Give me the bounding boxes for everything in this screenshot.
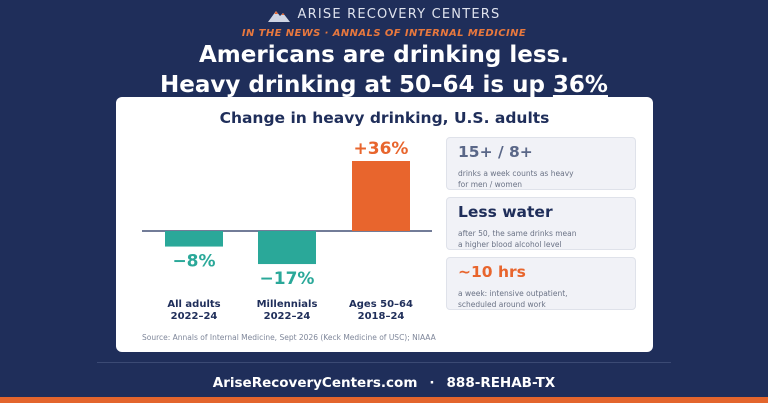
info-card-text: a week: intensive outpatient, scheduled …: [458, 288, 625, 310]
info-card-value: 15+ / 8+: [458, 143, 533, 161]
bar-value-label: −17%: [260, 269, 315, 289]
footer-divider: [97, 362, 671, 363]
footer: AriseRecoveryCenters.com · 888-REHAB-TX: [0, 375, 768, 391]
chart-card: Change in heavy drinking, U.S. adults −8…: [116, 97, 653, 352]
brand-name: ARISE RECOVERY CENTERS: [297, 7, 501, 22]
headline-line-2: Heavy drinking at 50–64 is up 36%: [0, 70, 768, 100]
headline-line-2-prefix: Heavy drinking at 50–64 is up: [160, 72, 553, 98]
bar: [165, 231, 223, 247]
bar: [352, 161, 410, 231]
headline: Americans are drinking less. Heavy drink…: [0, 40, 768, 100]
bar: [258, 231, 316, 265]
info-card-text-line-1: drinks a week counts as heavy: [458, 169, 574, 178]
mountain-logo-icon: [267, 10, 290, 22]
source-note: Source: Annals of Internal Medicine, Sep…: [142, 333, 436, 342]
info-card-text-line-2: for men / women: [458, 180, 523, 189]
info-card-outpatient-hours: ~10 hrs a week: intensive outpatient, sc…: [446, 257, 636, 310]
category-period-label: 2018–24: [358, 311, 405, 322]
news-kicker: IN THE NEWS · ANNALS OF INTERNAL MEDICIN…: [241, 28, 527, 39]
brand-header: ARISE RECOVERY CENTERS: [0, 7, 768, 22]
phone-number[interactable]: 888-REHAB-TX: [446, 375, 556, 391]
headline-highlight: 36%: [552, 72, 608, 98]
info-card-text: after 50, the same drinks mean a higher …: [458, 228, 625, 250]
info-card-less-water: Less water after 50, the same drinks mea…: [446, 197, 636, 250]
category-label: Millennials: [257, 299, 318, 310]
info-card-text-line-1: a week: intensive outpatient,: [458, 289, 568, 298]
info-card-text-line-2: a higher blood alcohol level: [458, 240, 562, 249]
category-period-label: 2022–24: [264, 311, 311, 322]
info-card-heavy-threshold: 15+ / 8+ drinks a week counts as heavy f…: [446, 137, 636, 190]
website-link[interactable]: AriseRecoveryCenters.com: [212, 375, 418, 391]
bar-chart: −8%All adults2022–24−17%Millennials2022–…: [142, 139, 432, 322]
category-label: All adults: [167, 299, 220, 310]
info-card-text-line-2: scheduled around work: [458, 300, 546, 309]
headline-line-1: Americans are drinking less.: [199, 42, 569, 68]
bar-value-label: +36%: [354, 139, 409, 159]
info-card-text: drinks a week counts as heavy for men / …: [458, 168, 625, 190]
bottom-accent-bar: [0, 397, 768, 403]
info-card-value: Less water: [458, 203, 553, 221]
info-card-value: ~10 hrs: [458, 263, 526, 281]
bar-value-label: −8%: [172, 252, 215, 272]
category-period-label: 2022–24: [171, 311, 218, 322]
category-label: Ages 50–64: [349, 299, 413, 310]
info-card-text-line-1: after 50, the same drinks mean: [458, 229, 577, 238]
footer-separator: ·: [429, 375, 435, 391]
chart-title: Change in heavy drinking, U.S. adults: [219, 109, 550, 127]
